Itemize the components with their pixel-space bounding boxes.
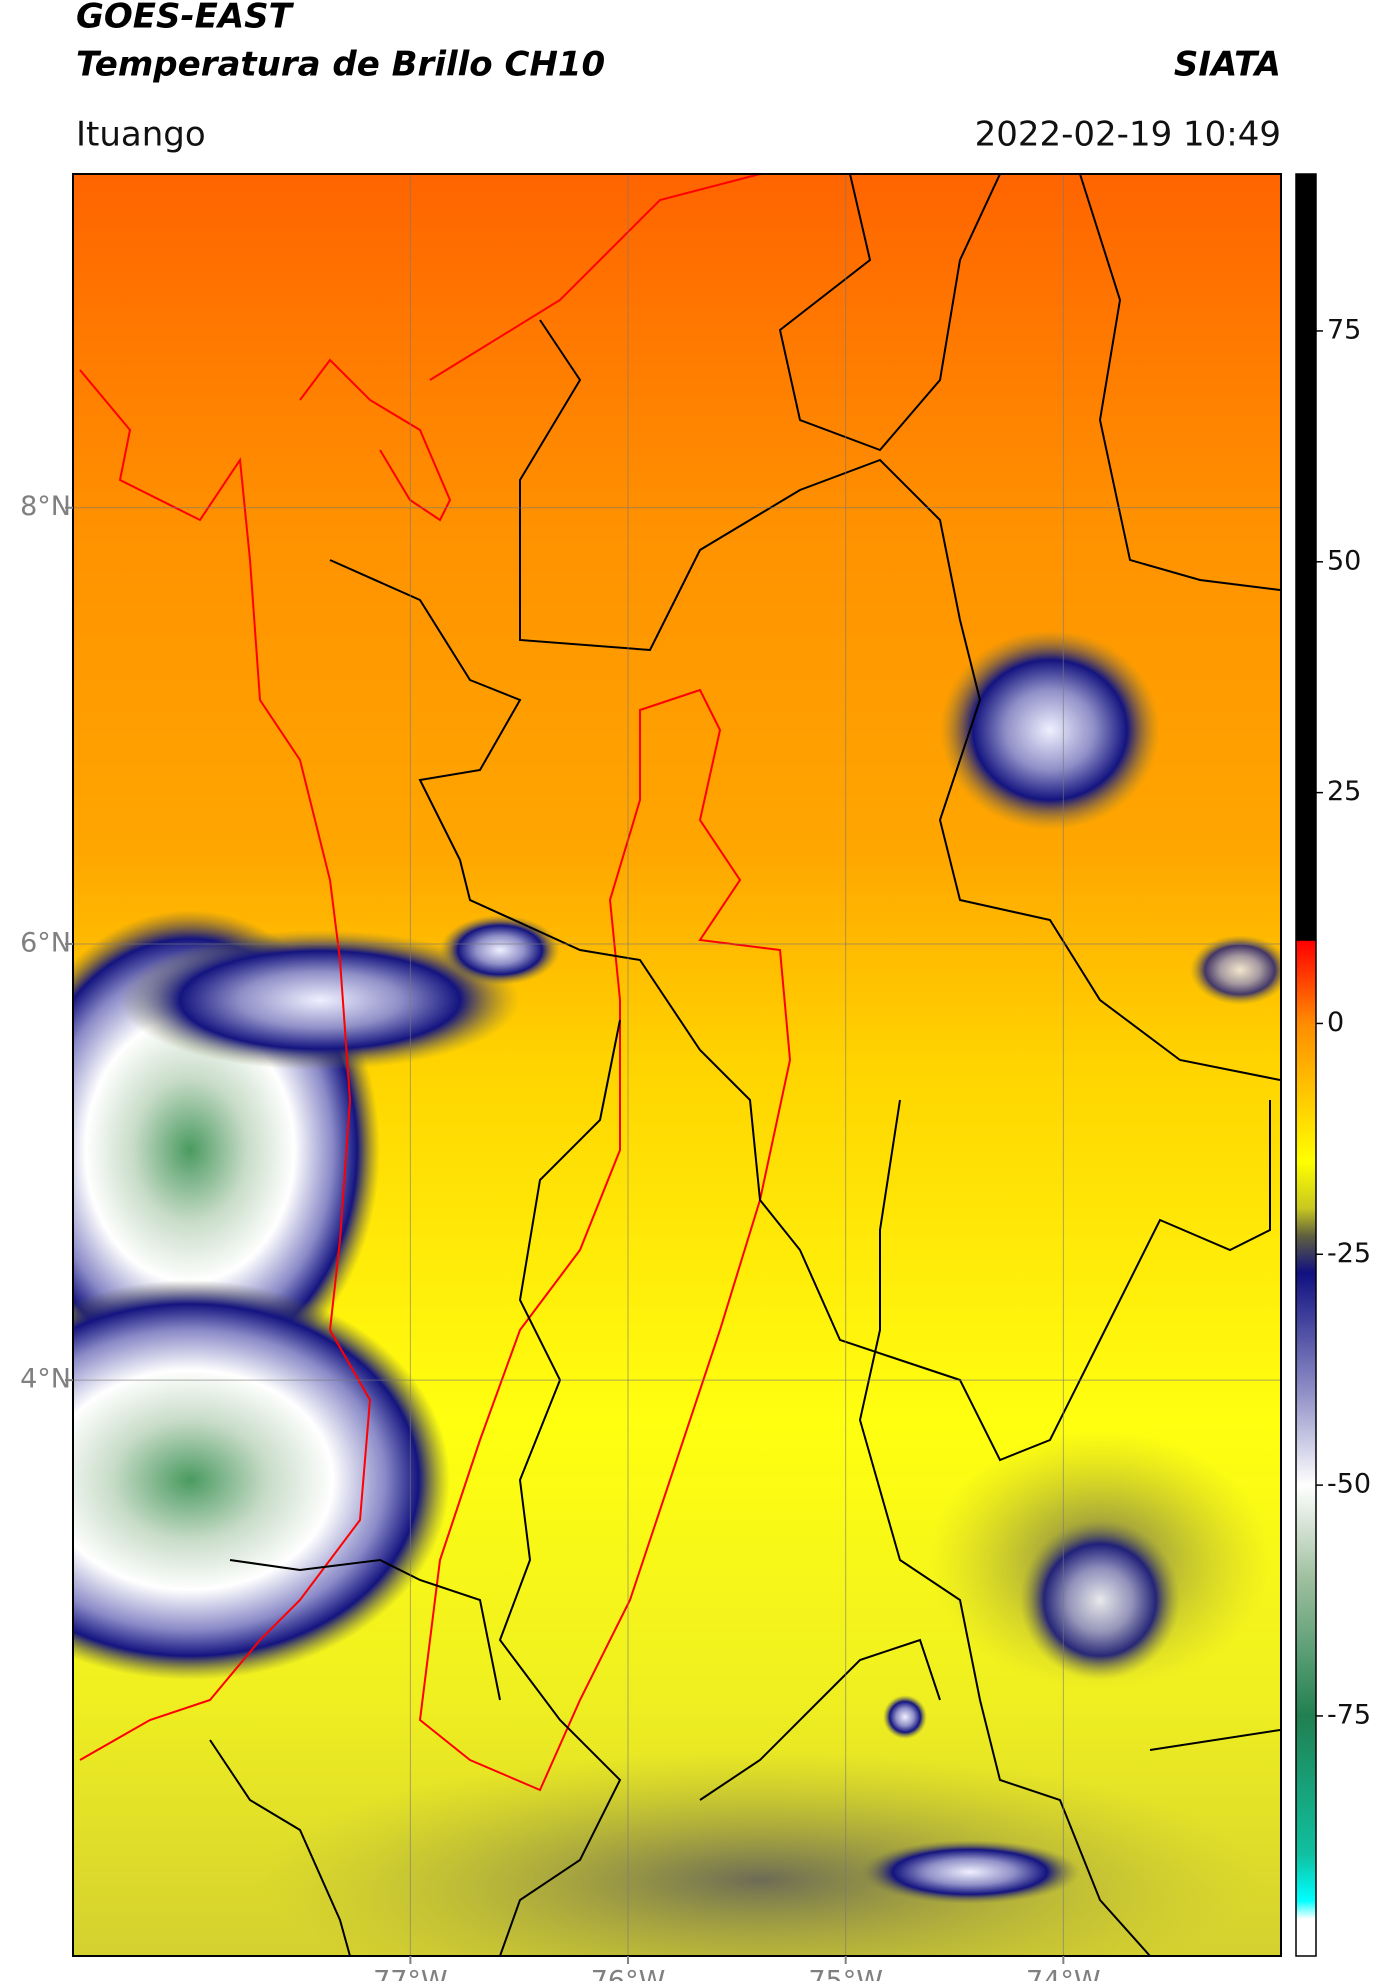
storm (1190, 935, 1281, 1005)
coastline (79, 369, 372, 1761)
haze (260, 1750, 1260, 1956)
y-tick-label: 8°N (20, 491, 71, 522)
colorbar (1295, 173, 1317, 1957)
datetime: 2022-02-19 10:49 (975, 115, 1281, 155)
x-tick-label: 75°W (808, 1966, 883, 1981)
boundary (498, 1019, 1151, 1956)
colorbar-tick-label: -50 (1327, 1469, 1371, 1500)
x-tick-label: 77°W (373, 1966, 448, 1981)
storm (883, 1695, 927, 1739)
colorbar-tick-label: 50 (1327, 545, 1361, 576)
storm (940, 630, 1160, 830)
source: SIATA (1174, 45, 1281, 85)
boundary (209, 1558, 1281, 1956)
cloud (440, 915, 560, 985)
y-tick-label: 4°N (20, 1364, 71, 1395)
subtitle: Temperatura de Brillo CH10 (76, 45, 605, 85)
x-tick-label: 76°W (591, 1966, 666, 1981)
region-outline (418, 688, 792, 1792)
boundary (329, 559, 1271, 1462)
colorbar-tick-label: 75 (1327, 314, 1361, 345)
map-image (73, 174, 1281, 1956)
graticule (73, 174, 1281, 1956)
location: Ituango (76, 115, 206, 155)
storm (1020, 1520, 1180, 1680)
storm (860, 1840, 1080, 1904)
y-tick-label: 6°N (20, 927, 71, 958)
colorbar-tick-label: 0 (1327, 1007, 1344, 1038)
title: GOES-EAST (76, 0, 295, 37)
colorbar-tick-label: 25 (1327, 776, 1361, 807)
x-tick-label: 74°W (1026, 1966, 1101, 1981)
boundary (778, 174, 1281, 591)
colorbar-tick-label: -25 (1327, 1238, 1371, 1269)
boundary (519, 319, 1281, 1081)
cloud (120, 930, 520, 1070)
colorbar-tick-label: -75 (1327, 1699, 1371, 1730)
coastline (299, 174, 761, 522)
map-frame (72, 173, 1282, 1957)
